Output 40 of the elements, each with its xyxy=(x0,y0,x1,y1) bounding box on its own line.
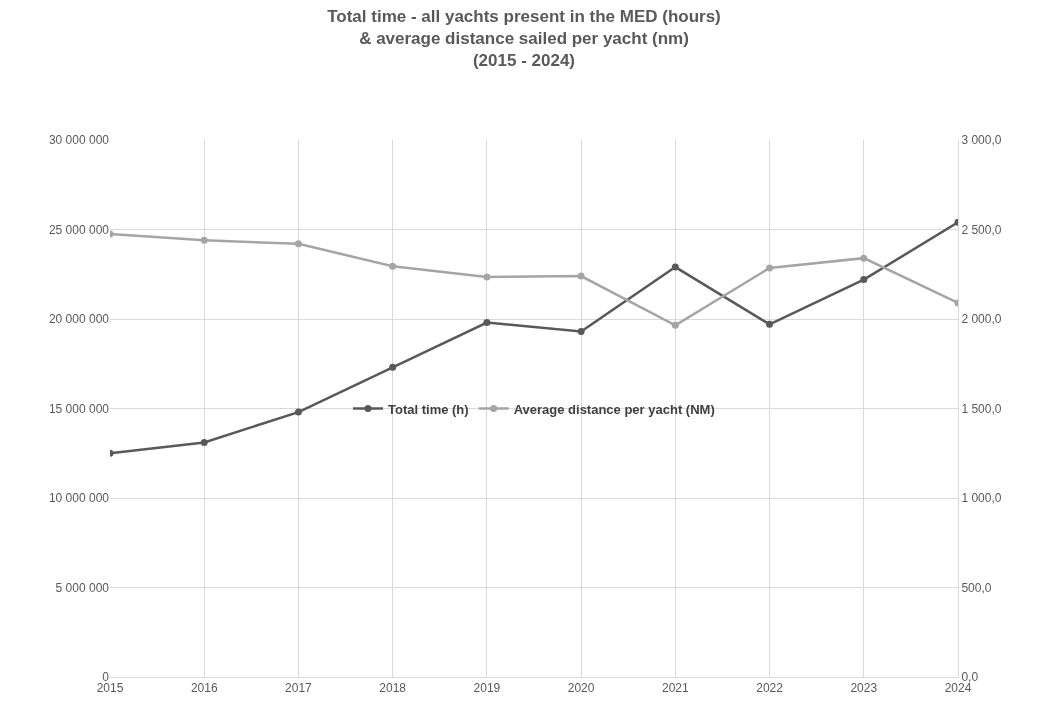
y2-tick-label: 500,0 xyxy=(961,580,992,595)
y2-tick-label: 2 500,0 xyxy=(961,222,1002,237)
point xyxy=(389,262,397,270)
y-tick-label: 15 000 000 xyxy=(48,401,110,416)
point xyxy=(671,263,679,271)
y-tick-label: 5 000 000 xyxy=(55,580,110,595)
point xyxy=(860,276,868,284)
point xyxy=(860,254,868,262)
point xyxy=(200,236,208,244)
point xyxy=(389,363,397,371)
y-tick-label: 25 000 000 xyxy=(48,222,110,237)
x-tick-label: 2019 xyxy=(473,681,501,696)
y2-tick-label: 3 000,0 xyxy=(961,133,1002,148)
point xyxy=(200,439,208,447)
x-tick-label: 2018 xyxy=(379,681,407,696)
y2-tick-label: 2 000,0 xyxy=(961,312,1002,327)
y2-tick-label: 1 000,0 xyxy=(961,491,1002,506)
y-tick-label: 30 000 000 xyxy=(48,133,110,148)
point xyxy=(671,321,679,329)
point xyxy=(766,264,774,272)
x-tick-label: 2020 xyxy=(567,681,595,696)
point xyxy=(577,272,585,280)
point xyxy=(294,240,302,248)
point xyxy=(483,273,491,281)
x-tick-label: 2015 xyxy=(96,681,124,696)
legend-label: Total time (h) xyxy=(388,401,469,417)
x-tick-label: 2023 xyxy=(850,681,878,696)
x-tick-label: 2016 xyxy=(190,681,218,696)
x-tick-label: 2017 xyxy=(285,681,313,696)
x-tick-label: 2021 xyxy=(661,681,689,696)
point xyxy=(766,320,774,328)
point xyxy=(294,408,302,416)
point xyxy=(483,319,491,327)
y-tick-label: 20 000 000 xyxy=(48,312,110,327)
x-tick-label: 2022 xyxy=(756,681,784,696)
y-tick-label: 10 000 000 xyxy=(48,491,110,506)
legend-label: Average distance per yacht (NM) xyxy=(513,401,715,417)
point xyxy=(577,328,585,336)
y2-tick-label: 1 500,0 xyxy=(961,401,1002,416)
chart-title: Total time - all yachts present in the MED (hours) & average distance sailed per yacht (nm) (2015 - 2024) xyxy=(327,6,721,71)
